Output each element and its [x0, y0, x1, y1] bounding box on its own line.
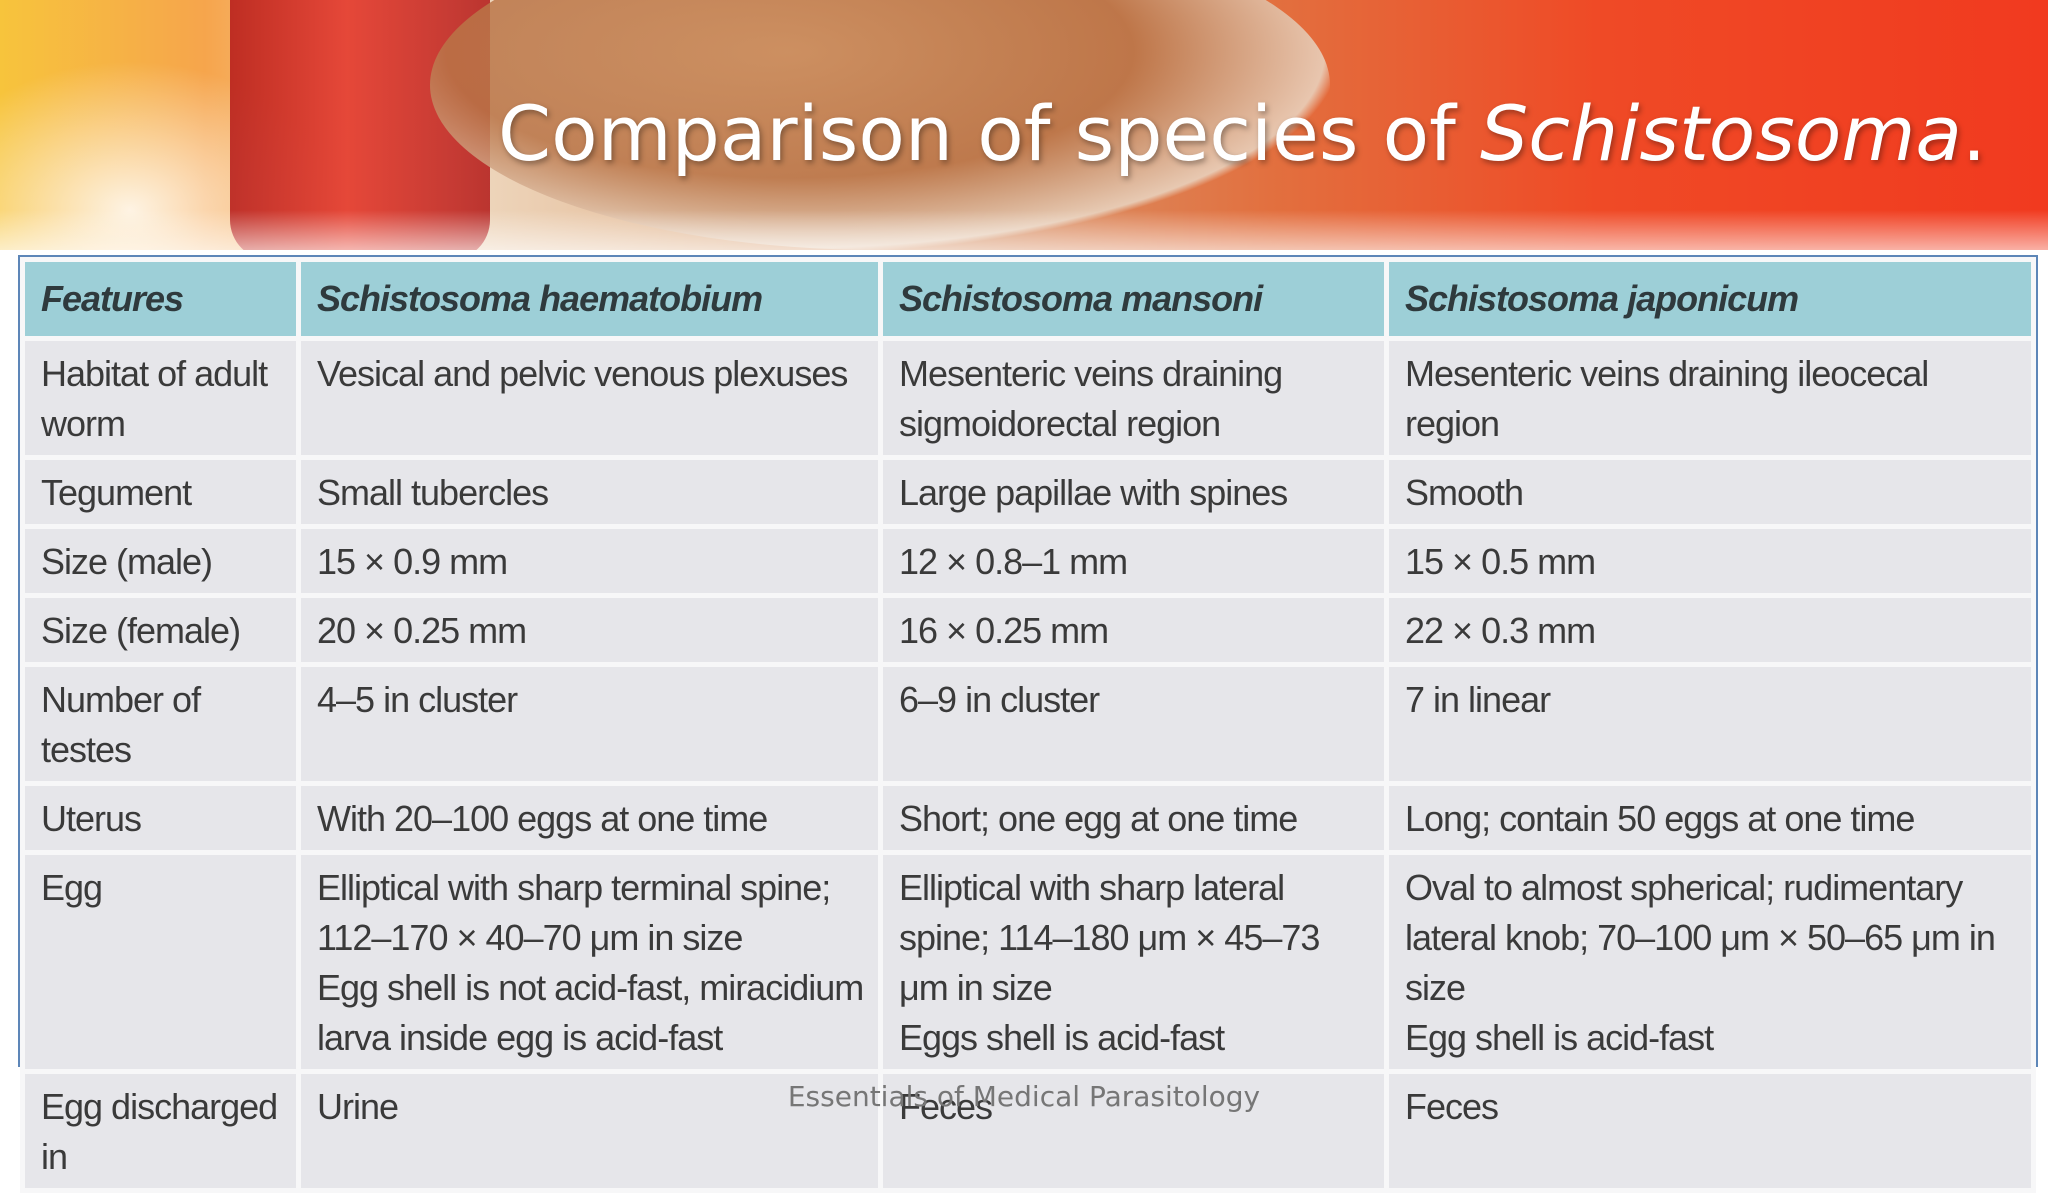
feature-cell: Tegument — [20, 455, 301, 529]
haematobium-cell: 4–5 in cluster — [296, 662, 883, 786]
japonicum-cell: Long; contain 50 eggs at one time — [1384, 781, 2036, 855]
mansoni-cell: Mesenteric veins draining sigmoidorectal… — [878, 336, 1389, 460]
header-mansoni: Schistosoma mansoni — [878, 257, 1389, 341]
japonicum-cell: 7 in linear — [1384, 662, 2036, 786]
feature-cell: Size (female) — [20, 593, 301, 667]
header-fade — [0, 210, 2048, 250]
cell-text: Mesenteric veins draining sigmoidorectal… — [899, 353, 1283, 444]
japonicum-cell: 22 × 0.3 mm — [1384, 593, 2036, 667]
cell-text: 15 × 0.9 mm — [317, 541, 508, 582]
japonicum-cell: Smooth — [1384, 455, 2036, 529]
cell-text: Feces — [1405, 1086, 1499, 1127]
source-credit: Essentials of Medical Parasitology — [787, 1080, 1261, 1113]
cell-text: With 20–100 eggs at one time — [317, 798, 768, 839]
cell-text: 12 × 0.8–1 mm — [899, 541, 1128, 582]
cell-text: Egg shell is acid-fast — [1405, 1017, 1714, 1058]
comparison-table-container: Features Schistosoma haematobium Schisto… — [18, 255, 2038, 1193]
mansoni-cell: Large papillae with spines — [878, 455, 1389, 529]
comparison-table: Features Schistosoma haematobium Schisto… — [20, 257, 2036, 1193]
haematobium-cell: With 20–100 eggs at one time — [296, 781, 883, 855]
table-row: Tegument Small tubercles Large papillae wi… — [20, 455, 2036, 529]
cell-text: Elliptical with sharp lateral spine; 114… — [899, 867, 1320, 1008]
cell-text: 15 × 0.5 mm — [1405, 541, 1596, 582]
cell-text: Feces — [899, 1086, 993, 1127]
mansoni-cell: Short; one egg at one time — [878, 781, 1389, 855]
cell-text: Mesenteric veins draining ileocecal regi… — [1405, 353, 1929, 444]
cell-text: 16 × 0.25 mm — [899, 610, 1109, 651]
cell-text: 6–9 in cluster — [899, 679, 1100, 720]
cell-text: 22 × 0.3 mm — [1405, 610, 1596, 651]
feature-cell: Number of testes — [20, 662, 301, 786]
haematobium-cell: Small tubercles — [296, 455, 883, 529]
haematobium-cell: 15 × 0.9 mm — [296, 524, 883, 598]
haematobium-cell: Elliptical with sharp terminal spine; 11… — [296, 850, 883, 1074]
mansoni-cell: Elliptical with sharp lateral spine; 114… — [878, 850, 1389, 1074]
cell-text: Smooth — [1405, 472, 1524, 513]
table-row: Uterus With 20–100 eggs at one time Short;… — [20, 781, 2036, 855]
cell-text: Egg shell is not acid-fast, miracidium l… — [317, 967, 864, 1058]
title-suffix: . — [1961, 89, 1987, 178]
japonicum-cell: Mesenteric veins draining ileocecal regi… — [1384, 336, 2036, 460]
feature-cell: Egg — [20, 850, 301, 1074]
header-features: Features — [20, 257, 301, 341]
table-row: Number of testes 4–5 in cluster 6–9 in clu… — [20, 662, 2036, 786]
cell-text: Short; one egg at one time — [899, 798, 1298, 839]
cell-text: Long; contain 50 eggs at one time — [1405, 798, 1915, 839]
feature-cell: Habitat of adult worm — [20, 336, 301, 460]
cell-text: Large papillae with spines — [899, 472, 1288, 513]
cell-text: Small tubercles — [317, 472, 549, 513]
mansoni-cell: 6–9 in cluster — [878, 662, 1389, 786]
header-background-image — [0, 0, 2048, 250]
table-row: Size (male) 15 × 0.9 mm 12 × 0.8–1 mm 15 × … — [20, 524, 2036, 598]
header-japonicum: Schistosoma japonicum — [1384, 257, 2036, 341]
cell-text: 20 × 0.25 mm — [317, 610, 527, 651]
haematobium-cell: 20 × 0.25 mm — [296, 593, 883, 667]
title-prefix: Comparison of species of — [498, 89, 1481, 178]
title-genus: Schistosoma — [1480, 89, 1962, 178]
cell-text: Urine — [317, 1086, 399, 1127]
page-title: Comparison of species of Schistosoma. — [498, 86, 1986, 182]
header-haematobium: Schistosoma haematobium — [296, 257, 883, 341]
table-row: Habitat of adult worm Vesical and pelvic … — [20, 336, 2036, 460]
cell-text: Oval to almost spherical; rudimentary la… — [1405, 867, 1996, 1008]
cell-text: 7 in linear — [1405, 679, 1551, 720]
table-body: Habitat of adult worm Vesical and pelvic … — [20, 336, 2036, 1193]
mansoni-cell: 16 × 0.25 mm — [878, 593, 1389, 667]
japonicum-cell: Oval to almost spherical; rudimentary la… — [1384, 850, 2036, 1074]
table-row: Size (female) 20 × 0.25 mm 16 × 0.25 mm 22 … — [20, 593, 2036, 667]
feature-cell: Size (male) — [20, 524, 301, 598]
mansoni-cell: 12 × 0.8–1 mm — [878, 524, 1389, 598]
cell-text: 4–5 in cluster — [317, 679, 518, 720]
table-row: Egg Elliptical with sharp terminal spine;… — [20, 850, 2036, 1074]
cell-text: Vesical and pelvic venous plexuses — [317, 353, 848, 394]
table-header-row: Features Schistosoma haematobium Schisto… — [20, 257, 2036, 341]
feature-cell: Uterus — [20, 781, 301, 855]
cell-text: Eggs shell is acid-fast — [899, 1017, 1225, 1058]
cell-text: Elliptical with sharp terminal spine; 11… — [317, 867, 831, 958]
japonicum-cell: 15 × 0.5 mm — [1384, 524, 2036, 598]
haematobium-cell: Vesical and pelvic venous plexuses — [296, 336, 883, 460]
